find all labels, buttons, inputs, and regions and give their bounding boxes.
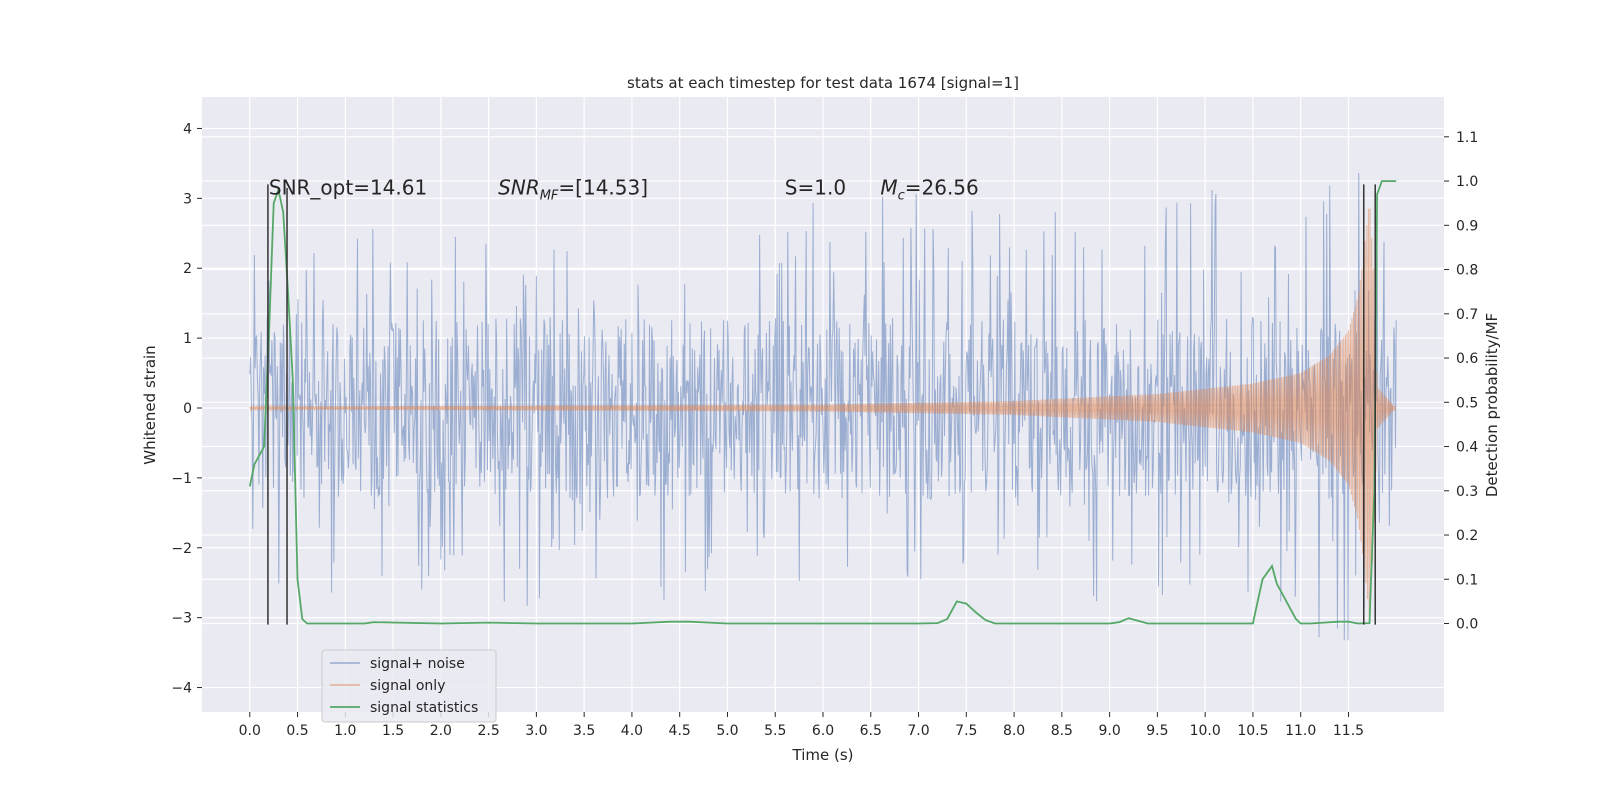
annotation-text: S=1.0 <box>785 175 846 199</box>
x-tick-label: 0.5 <box>286 723 308 739</box>
x-tick-label: 1.0 <box>334 723 356 739</box>
y2-tick-label: 0.6 <box>1456 351 1478 367</box>
y2-tick-label: 0.4 <box>1456 440 1478 456</box>
x-tick-label: 8.5 <box>1051 723 1073 739</box>
grid-lines <box>202 97 1444 712</box>
x-tick-label: 9.0 <box>1098 723 1120 739</box>
annotations: SNR_opt=14.61 SNRMF=[14.53] S=1.0 Mc=26.56 <box>269 175 979 203</box>
x-tick-label: 1.5 <box>382 723 404 739</box>
annotation-text: SNRMF=[14.53] <box>498 175 648 203</box>
x-tick-label: 6.0 <box>812 723 834 739</box>
y-tick-label: −1 <box>171 471 192 487</box>
series-signal-noise-line <box>249 172 1397 641</box>
y2-tick-label: 1.1 <box>1456 130 1478 146</box>
y-axis-label: Whitened strain <box>141 345 159 464</box>
x-tick-label: 10.5 <box>1237 723 1268 739</box>
x-tick-label: 7.0 <box>907 723 929 739</box>
y2-axis-label: Detection probability/MF <box>1483 313 1501 497</box>
y2-tick-label: 1.0 <box>1456 174 1478 190</box>
y-tick-label: 2 <box>183 261 192 277</box>
x-tick-label: 4.5 <box>669 723 691 739</box>
y2-tick-label: 0.2 <box>1456 528 1478 544</box>
x-tick-label: 8.0 <box>1003 723 1025 739</box>
x-tick-label: 4.0 <box>621 723 643 739</box>
y-tick-label: 0 <box>183 401 192 417</box>
series-layer <box>248 172 1397 641</box>
y-tick-label: 1 <box>183 331 192 347</box>
annotation-text: Mc=26.56 <box>880 175 978 203</box>
x-tick-label: 7.5 <box>955 723 977 739</box>
vertical-markers <box>267 184 1376 625</box>
legend-label-signal-noise: signal+ noise <box>370 656 465 672</box>
annotation-text: SNR_opt=14.61 <box>269 175 427 199</box>
y2-tick-label: 0.5 <box>1456 395 1478 411</box>
y-tick-label: −3 <box>171 611 192 627</box>
axes: 0.0 0.5 1.0 1.5 2.0 2.5 3.0 3.5 4.0 4.5 5.0 5.5 6.0 6… <box>171 121 1478 739</box>
x-tick-label: 6.5 <box>860 723 882 739</box>
x-tick-label: 11.5 <box>1333 723 1364 739</box>
y2-tick-label: 0.0 <box>1456 617 1478 633</box>
x-tick-label: 2.5 <box>477 723 499 739</box>
series-signal-statistics-line <box>248 180 1397 625</box>
series-signal-only-line <box>249 208 1397 616</box>
y2-tick-label: 0.3 <box>1456 484 1478 500</box>
x-tick-label: 2.0 <box>430 723 452 739</box>
x-tick-label: 3.0 <box>525 723 547 739</box>
x-tick-label: 9.5 <box>1146 723 1168 739</box>
x-tick-label: 0.0 <box>239 723 261 739</box>
x-tick-label: 3.5 <box>573 723 595 739</box>
x-axis-label: Time (s) <box>792 746 854 764</box>
legend-box <box>321 649 497 723</box>
y2-tick-label: 0.9 <box>1456 218 1478 234</box>
legend-label-signal-only: signal only <box>370 678 445 694</box>
y2-tick-label: 0.8 <box>1456 263 1478 279</box>
x-tick-label: 10.0 <box>1190 723 1221 739</box>
y2-tick-label: 0.1 <box>1456 572 1478 588</box>
y-tick-label: 4 <box>183 121 192 137</box>
y-tick-label: −4 <box>171 681 192 697</box>
y-tick-label: 3 <box>183 191 192 207</box>
legend-label-signal-statistics: signal statistics <box>370 700 478 716</box>
y-tick-label: −2 <box>171 541 192 557</box>
x-tick-label: 11.0 <box>1285 723 1316 739</box>
x-tick-label: 5.5 <box>764 723 786 739</box>
x-tick-label: 5.0 <box>716 723 738 739</box>
legend: signal+ noise signal only signal statist… <box>321 649 497 723</box>
chart-title: stats at each timestep for test data 167… <box>627 74 1019 92</box>
y2-tick-label: 0.7 <box>1456 307 1478 323</box>
